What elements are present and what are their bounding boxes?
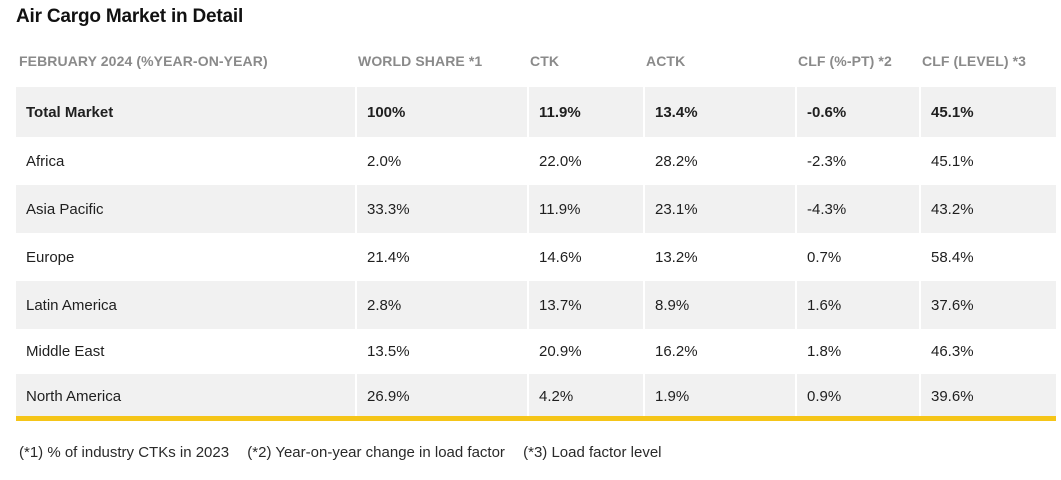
- footnote: (*2) Year-on-year change in load factor: [247, 444, 505, 461]
- table-cell: 23.1%: [643, 185, 795, 233]
- table-cell: 4.2%: [527, 374, 643, 419]
- table-cell: Europe: [26, 248, 75, 266]
- table-row: Latin America 2.8% 13.7% 8.9% 1.6% 37.6%: [16, 281, 1056, 329]
- accent-divider: [16, 416, 1056, 421]
- table-cell: 100%: [355, 87, 527, 137]
- table-cell: Total Market: [16, 87, 355, 137]
- table-cell: -0.6%: [795, 87, 919, 137]
- table-cell: Asia Pacific: [16, 185, 355, 233]
- market-table: FEBRUARY 2024 (%YEAR-ON-YEAR) WORLD SHAR…: [16, 38, 1056, 419]
- footnote: (*1) % of industry CTKs in 2023: [19, 444, 230, 461]
- column-header-period: FEBRUARY 2024 (%YEAR-ON-YEAR): [19, 52, 268, 69]
- table-cell: 8.9%: [643, 281, 795, 329]
- table-cell: 58.4%: [919, 233, 1056, 281]
- table-row: North America 26.9% 4.2% 1.9% 0.9% 39.6%: [16, 374, 1056, 419]
- column-header-clf-level: CLF (LEVEL) *3: [922, 52, 1027, 69]
- table-cell: 37.6%: [919, 281, 1056, 329]
- table-cell: 45.1%: [919, 137, 1056, 185]
- table-cell: 0.9%: [795, 374, 919, 419]
- table-cell: 46.3%: [919, 329, 1056, 374]
- table-cell: 1.9%: [643, 374, 795, 419]
- table-cell: 13.7%: [527, 281, 643, 329]
- table-row: Asia Pacific 33.3% 11.9% 23.1% -4.3% 43.…: [16, 185, 1056, 233]
- table-cell: 0.7%: [795, 233, 919, 281]
- table-cell: 13.4%: [643, 87, 795, 137]
- table-row-total-market: Total Market 100% 11.9% 13.4% -0.6% 45.1…: [16, 87, 1056, 137]
- table-cell: 45.1%: [919, 87, 1056, 137]
- table-cell: Africa: [26, 152, 65, 170]
- table-cell: 2.8%: [355, 281, 527, 329]
- footnotes: (*1) % of industry CTKs in 2023 (*2) Yea…: [19, 444, 676, 461]
- table-row: Middle East 13.5% 20.9% 16.2% 1.8% 46.3%: [16, 329, 1056, 374]
- table-cell: 26.9%: [355, 374, 527, 419]
- table-cell: 1.6%: [795, 281, 919, 329]
- table-cell: 14.6%: [527, 233, 643, 281]
- table-cell: 11.9%: [527, 87, 643, 137]
- page-title: Air Cargo Market in Detail: [16, 6, 244, 27]
- table-cell: North America: [16, 374, 355, 419]
- table-cell: 43.2%: [919, 185, 1056, 233]
- table-cell: 20.9%: [527, 329, 643, 374]
- table-cell: 11.9%: [527, 185, 643, 233]
- table-cell: 39.6%: [919, 374, 1056, 419]
- column-header-world-share: WORLD SHARE *1: [358, 52, 483, 69]
- header-row: FEBRUARY 2024 (%YEAR-ON-YEAR) WORLD SHAR…: [16, 38, 1056, 83]
- table-cell: -4.3%: [795, 185, 919, 233]
- table-cell: 1.8%: [795, 329, 919, 374]
- table-cell: Latin America: [16, 281, 355, 329]
- table-cell: -2.3%: [795, 137, 919, 185]
- column-header-ctk: CTK: [530, 52, 560, 69]
- table-cell: 13.2%: [643, 233, 795, 281]
- column-header-actk: ACTK: [646, 52, 686, 69]
- table-cell: 22.0%: [527, 137, 643, 185]
- table-row: Africa 2.0% 22.0% 28.2% -2.3% 45.1%: [16, 137, 1056, 185]
- table-cell: 28.2%: [643, 137, 795, 185]
- column-header-clf-pt: CLF (%-PT) *2: [798, 52, 892, 69]
- table-cell: 2.0%: [355, 137, 527, 185]
- table-cell: Middle East: [26, 343, 105, 360]
- table-row: Europe 21.4% 14.6% 13.2% 0.7% 58.4%: [16, 233, 1056, 281]
- table-cell: 21.4%: [355, 233, 527, 281]
- table-cell: 33.3%: [355, 185, 527, 233]
- table-cell: 13.5%: [355, 329, 527, 374]
- market-table-container: FEBRUARY 2024 (%YEAR-ON-YEAR) WORLD SHAR…: [16, 38, 1056, 419]
- footnote: (*3) Load factor level: [523, 444, 662, 461]
- table-cell: 16.2%: [643, 329, 795, 374]
